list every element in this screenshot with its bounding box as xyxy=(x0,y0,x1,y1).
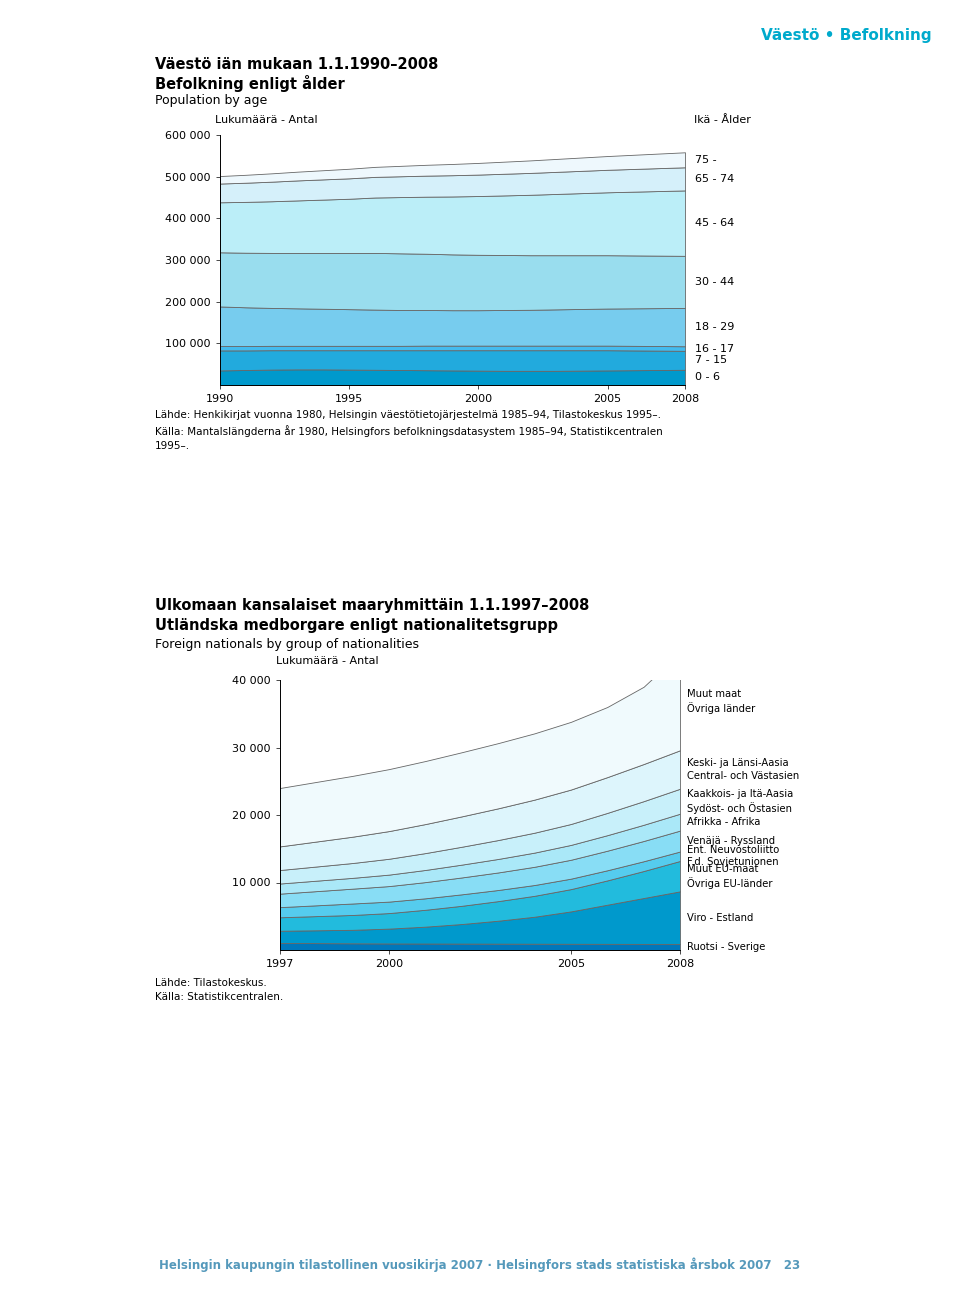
Text: Foreign nationals by group of nationalities: Foreign nationals by group of nationalit… xyxy=(155,638,419,651)
Text: Lukumäärä - Antal: Lukumäärä - Antal xyxy=(276,656,378,666)
Text: Afrikka - Afrika: Afrikka - Afrika xyxy=(687,817,760,827)
Text: Ikä - Ålder: Ikä - Ålder xyxy=(694,115,751,126)
Text: 30 - 44: 30 - 44 xyxy=(695,277,734,287)
Text: Väestö iän mukaan 1.1.1990–2008: Väestö iän mukaan 1.1.1990–2008 xyxy=(155,57,439,72)
Text: Ruotsi - Sverige: Ruotsi - Sverige xyxy=(687,942,766,952)
Text: Befolkning enligt ålder: Befolkning enligt ålder xyxy=(155,75,345,92)
Text: Venäjä - Ryssland: Venäjä - Ryssland xyxy=(687,836,776,846)
Text: 45 - 64: 45 - 64 xyxy=(695,219,734,228)
Text: Viro - Estland: Viro - Estland xyxy=(687,912,754,923)
Text: Helsingin kaupungin tilastollinen vuosikirja 2007 · Helsingfors stads statistisk: Helsingin kaupungin tilastollinen vuosik… xyxy=(159,1256,801,1272)
Text: Ulkomaan kansalaiset maaryhmittäin 1.1.1997–2008: Ulkomaan kansalaiset maaryhmittäin 1.1.1… xyxy=(155,598,589,613)
Text: Ent. Neuvostoliitto
F.d. Sovjetunionen: Ent. Neuvostoliitto F.d. Sovjetunionen xyxy=(687,845,780,867)
Text: Keski- ja Länsi-Aasia
Central- och Västasien: Keski- ja Länsi-Aasia Central- och Västa… xyxy=(687,758,800,780)
Text: 18 - 29: 18 - 29 xyxy=(695,322,734,333)
Text: Lähde: Tilastokeskus.
Källa: Statistikcentralen.: Lähde: Tilastokeskus. Källa: Statistikce… xyxy=(155,978,283,1002)
Text: Population by age: Population by age xyxy=(155,94,267,107)
Text: Kaakkois- ja Itä-Aasia
Sydöst- och Östasien: Kaakkois- ja Itä-Aasia Sydöst- och Östas… xyxy=(687,789,794,814)
Text: 16 - 17: 16 - 17 xyxy=(695,343,734,353)
Text: Muut maat
Övriga länder: Muut maat Övriga länder xyxy=(687,690,756,714)
Text: 75 -: 75 - xyxy=(695,155,717,164)
Text: 7 - 15: 7 - 15 xyxy=(695,356,728,365)
Text: 0 - 6: 0 - 6 xyxy=(695,373,720,383)
Text: Lukumäärä - Antal: Lukumäärä - Antal xyxy=(215,115,318,126)
Text: Lähde: Henkikirjat vuonna 1980, Helsingin väestötietojärjestelmä 1985–94, Tilast: Lähde: Henkikirjat vuonna 1980, Helsingi… xyxy=(155,410,662,450)
Text: Muut EU-maat
Övriga EU-länder: Muut EU-maat Övriga EU-länder xyxy=(687,863,773,889)
Text: 65 - 74: 65 - 74 xyxy=(695,173,734,184)
Text: Väestö • Befolkning: Väestö • Befolkning xyxy=(760,28,931,43)
Text: Utländska medborgare enligt nationalitetsgrupp: Utländska medborgare enligt nationalitet… xyxy=(155,619,558,633)
